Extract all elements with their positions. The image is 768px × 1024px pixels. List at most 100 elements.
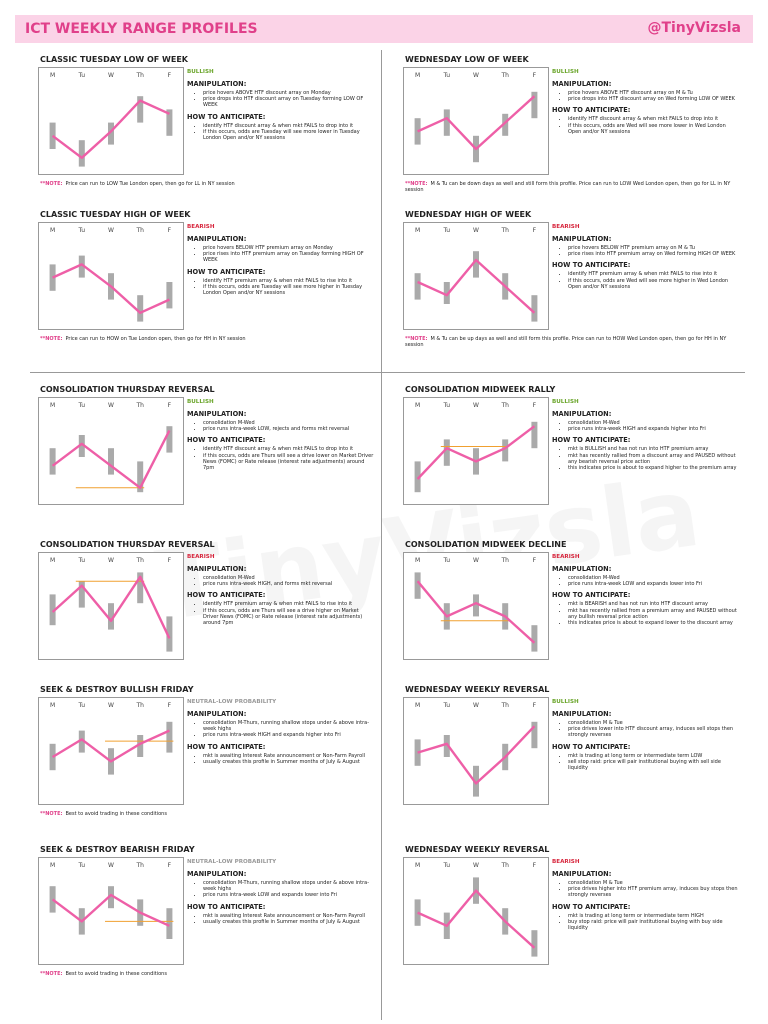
manipulation-list: consolidation M-Thurs, running shallow s…: [187, 880, 375, 899]
bullet: identify HTF premium array & when mkt FA…: [203, 601, 375, 607]
day-label: Tu: [443, 557, 451, 564]
bullet: if this occurs, odds are Thurs will see …: [203, 608, 375, 627]
anticipate-list: identify HTF discount array & when mkt F…: [552, 116, 740, 135]
profile-panel: WEDNESDAY WEEKLY REVERSAL M Tu W Th F BULLISH M…: [400, 685, 745, 835]
day-range-bar: [166, 426, 173, 453]
day-label: W: [473, 402, 479, 409]
day-label: Tu: [443, 402, 451, 409]
panel-title: WEDNESDAY LOW OF WEEK: [405, 55, 529, 64]
bias-label: BULLISH: [552, 69, 579, 75]
bullet: price runs intra-week LOW and expands lo…: [568, 581, 740, 587]
day-range-bar: [137, 572, 144, 604]
profile-panel: WEDNESDAY LOW OF WEEK M Tu W Th F BULLISH MANIP…: [400, 55, 745, 205]
bullet: price runs intra-week HIGH and expands h…: [568, 426, 740, 432]
note-text: M & Tu can be down days as well and stil…: [405, 181, 731, 194]
day-range-bar: [414, 572, 421, 599]
note: **NOTE: Price can run to HOW on Tue Londo…: [40, 336, 370, 342]
day-label: M: [50, 702, 55, 709]
day-range-bar: [531, 930, 538, 957]
profile-text: BULLISH MANIPULATION: consolidation M & Tu…: [552, 699, 740, 775]
day-label: Tu: [78, 227, 86, 234]
profile-panel: CONSOLIDATION THURSDAY REVERSAL M Tu W Th F BE…: [35, 540, 380, 690]
note: **NOTE: M & Tu can be down days as well a…: [405, 181, 735, 193]
mini-chart: M Tu W Th F: [403, 697, 549, 805]
day-range-bar: [443, 735, 450, 757]
price-path: [51, 893, 170, 927]
day-label: Th: [135, 402, 144, 409]
note-text: Price can run to LOW Tue London open, th…: [65, 181, 235, 187]
note: **NOTE: M & Tu can be up days as well and…: [405, 336, 735, 348]
section-label: MANIPULATION:: [187, 710, 247, 718]
column-divider: [381, 50, 382, 1020]
section-label: HOW TO ANTICIPATE:: [552, 902, 631, 911]
bullet: price drops into HTF discount array on T…: [203, 96, 375, 108]
day-range-bar: [78, 435, 85, 457]
mini-chart: M Tu W Th F: [38, 857, 184, 965]
panel-title: SEEK & DESTROY BULLISH FRIDAY: [40, 685, 194, 694]
note: **NOTE: Best to avoid trading in these co…: [40, 971, 370, 977]
day-range-bar: [166, 616, 173, 652]
day-range-bar: [78, 581, 85, 608]
day-label: Th: [135, 702, 144, 709]
day-range-bar: [49, 122, 56, 149]
day-label: Th: [500, 402, 509, 409]
panel-title: WEDNESDAY HIGH OF WEEK: [405, 210, 532, 219]
bullet: if this occurs, odds are Tuesday will se…: [203, 284, 375, 296]
day-label: Th: [500, 557, 509, 564]
day-label: Th: [500, 862, 509, 869]
day-range-bar: [531, 625, 538, 652]
price-path: [52, 263, 170, 315]
bullet: price runs intra-week LOW, rejects and f…: [203, 426, 375, 432]
profile-text: BEARISH MANIPULATION: consolidation M-Wedp…: [552, 554, 740, 630]
day-label: F: [533, 227, 537, 234]
day-label: M: [415, 557, 420, 564]
profile-text: BULLISH MANIPULATION: price hovers ABOVE H…: [552, 69, 740, 139]
profile-text: BULLISH MANIPULATION: price hovers ABOVE H…: [187, 69, 375, 145]
section-label: MANIPULATION:: [552, 410, 612, 418]
section-label: MANIPULATION:: [187, 410, 247, 418]
day-range-bar: [443, 439, 450, 466]
anticipate-list: mkt is trading at long term or intermedi…: [552, 913, 740, 932]
bullet: this indicates price is about to expand …: [568, 620, 740, 626]
day-range-bar: [414, 461, 421, 493]
anticipate-list: identify HTF premium array & when mkt FA…: [187, 278, 375, 297]
manipulation-list: consolidation M & Tueprice drives lower …: [552, 720, 740, 739]
note-label: **NOTE:: [405, 181, 428, 187]
manipulation-list: consolidation M-Wedprice runs intra-week…: [552, 420, 740, 432]
section-label: HOW TO ANTICIPATE:: [187, 902, 266, 911]
manipulation-list: consolidation M-Wedprice runs intra-week…: [187, 420, 375, 432]
manipulation-list: price hovers BELOW HTF premium array on …: [552, 245, 740, 257]
day-range-bar: [108, 122, 114, 145]
bullet: price hovers ABOVE HTF discount array on…: [203, 90, 375, 96]
panel-title: CONSOLIDATION MIDWEEK RALLY: [405, 385, 556, 394]
panel-title: WEDNESDAY WEEKLY REVERSAL: [405, 685, 550, 694]
profile-panel: SEEK & DESTROY BEARISH FRIDAY M Tu W Th F NEUT…: [35, 845, 380, 995]
bullet: if this occurs, odds are Wed will see mo…: [568, 278, 740, 290]
bullet: consolidation M-Wed: [203, 575, 375, 581]
day-label: F: [168, 227, 172, 234]
day-label: W: [108, 227, 114, 234]
anticipate-list: identify HTF discount array & when mkt F…: [187, 446, 375, 471]
profile-text: NEUTRAL-LOW PROBABILITY MANIPULATION: cons…: [187, 859, 375, 929]
day-label: M: [415, 72, 420, 79]
profile-panel: CONSOLIDATION THURSDAY REVERSAL M Tu W Th F BU…: [35, 385, 380, 535]
section-label: MANIPULATION:: [552, 235, 612, 243]
day-range-bar: [137, 295, 144, 322]
panel-title: CLASSIC TUESDAY LOW OF WEEK: [40, 55, 189, 64]
day-range-bar: [166, 109, 173, 136]
section-label: MANIPULATION:: [552, 80, 612, 88]
header-handle: @TinyVizsla: [647, 20, 741, 36]
bullet: consolidation M-Thurs, running shallow s…: [203, 880, 375, 892]
section-label: HOW TO ANTICIPATE:: [552, 436, 631, 445]
day-label: Th: [135, 862, 144, 869]
section-label: HOW TO ANTICIPATE:: [187, 267, 266, 276]
profile-text: BEARISH MANIPULATION: price hovers BELOW H…: [187, 224, 375, 300]
day-label: W: [473, 557, 479, 564]
anticipate-list: mkt is BULLISH and has not run into HTF …: [552, 446, 740, 471]
note-label: **NOTE:: [40, 811, 63, 817]
bullet: price runs intra-week HIGH and expands h…: [203, 732, 375, 738]
bullet: identify HTF premium array & when mkt FA…: [203, 278, 375, 284]
bullet: if this occurs, odds are Tuesday will se…: [203, 129, 375, 141]
note: **NOTE: Price can run to LOW Tue London o…: [40, 181, 370, 187]
bullet: if this occurs, odds are Thurs will see …: [203, 453, 375, 472]
